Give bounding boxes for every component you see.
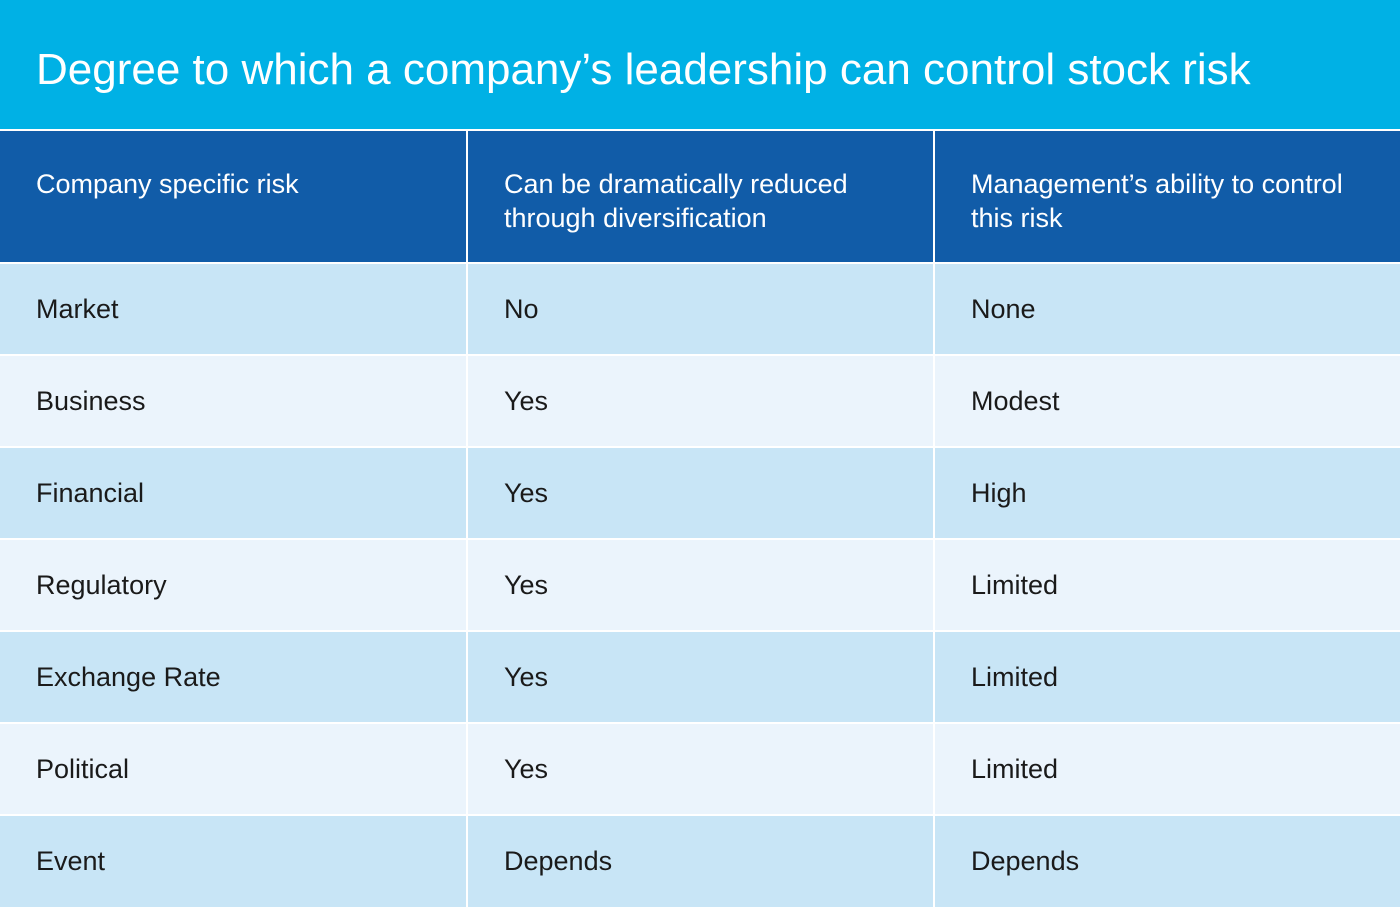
cell-risk: Market — [0, 262, 467, 355]
table-row: Political Yes Limited — [0, 722, 1400, 815]
cell-management-control: None — [933, 262, 1400, 355]
cell-diversification: No — [466, 262, 934, 355]
table-row: Exchange Rate Yes Limited — [0, 630, 1400, 723]
cell-diversification: Yes — [466, 722, 934, 815]
table-row: Financial Yes High — [0, 446, 1400, 539]
table-header: Company specific risk Can be dramaticall… — [0, 129, 1400, 263]
table-row: Business Yes Modest — [0, 354, 1400, 447]
cell-management-control: Limited — [933, 722, 1400, 815]
cell-risk: Financial — [0, 446, 467, 539]
risk-table: Company specific risk Can be dramaticall… — [0, 129, 1400, 907]
table-row: Regulatory Yes Limited — [0, 538, 1400, 631]
table-row: Market No None — [0, 262, 1400, 355]
column-header-risk: Company specific risk — [0, 129, 467, 263]
cell-management-control: High — [933, 446, 1400, 539]
table-body: Market No None Business Yes Modest Finan… — [0, 262, 1400, 907]
cell-management-control: Limited — [933, 538, 1400, 631]
table-row: Event Depends Depends — [0, 814, 1400, 907]
cell-risk: Business — [0, 354, 467, 447]
cell-diversification: Yes — [466, 538, 934, 631]
cell-risk: Event — [0, 814, 467, 907]
cell-diversification: Yes — [466, 630, 934, 723]
cell-management-control: Modest — [933, 354, 1400, 447]
cell-diversification: Depends — [466, 814, 934, 907]
cell-risk: Regulatory — [0, 538, 467, 631]
title-banner: Degree to which a company’s leadership c… — [0, 0, 1400, 129]
cell-management-control: Depends — [933, 814, 1400, 907]
table-title: Degree to which a company’s leadership c… — [36, 45, 1251, 94]
cell-management-control: Limited — [933, 630, 1400, 723]
cell-risk: Exchange Rate — [0, 630, 467, 723]
header-row: Company specific risk Can be dramaticall… — [0, 129, 1400, 263]
cell-diversification: Yes — [466, 354, 934, 447]
column-header-diversification: Can be dramatically reduced through dive… — [466, 129, 934, 263]
cell-risk: Political — [0, 722, 467, 815]
cell-diversification: Yes — [466, 446, 934, 539]
column-header-management-control: Management’s ability to control this ris… — [933, 129, 1400, 263]
